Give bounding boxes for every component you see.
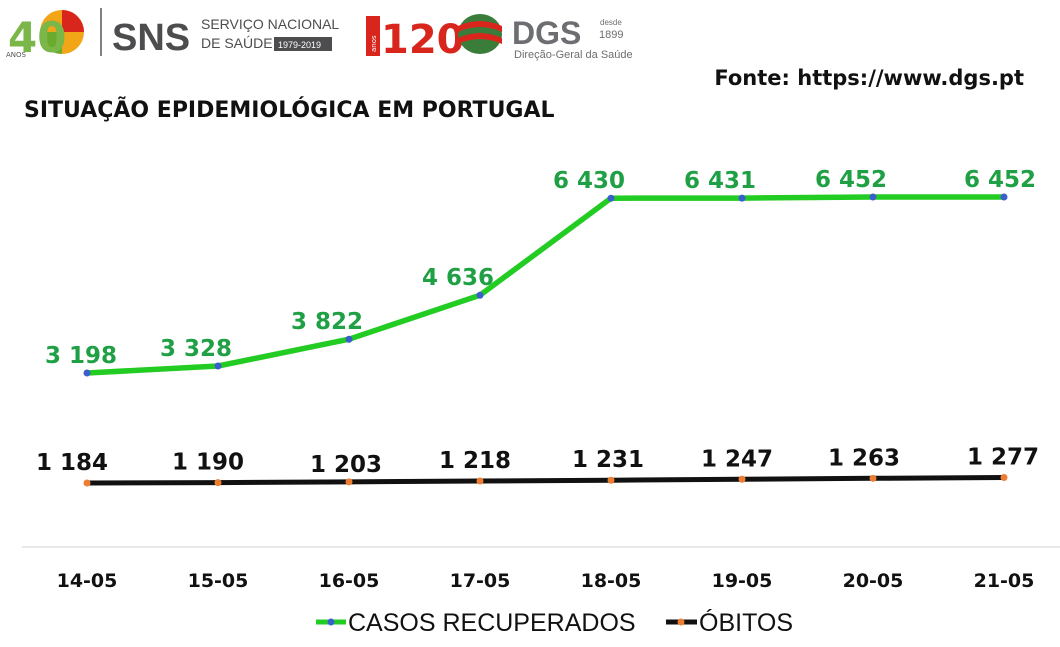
- data-point-obitos: [476, 477, 484, 485]
- data-point-casos-recuperados: [607, 194, 615, 202]
- dgs-full-name: Direção-Geral da Saúde: [514, 49, 633, 61]
- x-tick-label: 18-05: [581, 570, 642, 592]
- sns-line1: SERVIÇO NACIONAL: [201, 16, 339, 32]
- series-line-obitos: [84, 475, 1007, 486]
- data-point-obitos: [345, 478, 353, 486]
- dgs-anos-label: anos: [370, 35, 378, 52]
- data-label-casos-recuperados: 6 430: [553, 168, 625, 194]
- data-point-casos-recuperados: [476, 291, 484, 299]
- x-tick-label: 15-05: [188, 570, 249, 592]
- sns-anos-label: ANOS: [6, 51, 27, 59]
- data-point-obitos: [869, 474, 877, 482]
- data-label-obitos: 1 203: [310, 452, 382, 478]
- header-logos: 40 ANOS SNS SERVIÇO NACIONAL DE SAÚDE 19…: [6, 8, 633, 63]
- data-label-obitos: 1 277: [967, 445, 1039, 471]
- legend-label-casos-recuperados: CASOS RECUPERADOS: [348, 609, 636, 637]
- data-point-casos-recuperados: [738, 194, 746, 202]
- dgs-name: DGS: [512, 15, 581, 51]
- data-point-casos-recuperados: [214, 362, 222, 370]
- data-label-obitos: 1 218: [439, 448, 511, 474]
- dgs-anos-number: 120: [381, 17, 465, 63]
- sns-40-anos-logo: 40 ANOS: [6, 10, 84, 62]
- data-point-casos-recuperados: [1000, 193, 1008, 201]
- data-label-obitos: 1 184: [36, 450, 108, 476]
- x-tick-label: 14-05: [57, 570, 118, 592]
- data-point-obitos: [83, 479, 91, 487]
- data-label-casos-recuperados: 3 198: [45, 343, 117, 369]
- dgs-emblem-icon: [458, 14, 502, 54]
- dgs-year: 1899: [599, 29, 623, 41]
- x-tick-label: 17-05: [450, 570, 511, 592]
- data-point-casos-recuperados: [345, 335, 353, 343]
- data-label-obitos: 1 247: [701, 446, 773, 472]
- dgs-120-anos-logo: anos 120: [366, 16, 465, 63]
- sns-name: SNS: [112, 17, 190, 59]
- data-label-obitos: 1 190: [172, 450, 244, 476]
- legend-label-obitos: ÓBITOS: [699, 608, 793, 637]
- data-label-casos-recuperados: 6 452: [964, 167, 1036, 193]
- data-label-casos-recuperados: 3 822: [291, 309, 363, 335]
- data-point-casos-recuperados: [869, 193, 877, 201]
- sns-years: 1979-2019: [278, 40, 321, 50]
- legend-marker-casos-recuperados: [327, 618, 335, 626]
- data-label-casos-recuperados: 3 328: [160, 336, 232, 362]
- data-point-obitos: [607, 476, 615, 484]
- source-text: Fonte: https://www.dgs.pt: [714, 66, 1024, 90]
- data-label-casos-recuperados: 6 452: [815, 167, 887, 193]
- sns-anos-number: 40: [8, 13, 66, 62]
- series-line-casos-recuperados: [84, 194, 1007, 376]
- data-point-obitos: [214, 479, 222, 487]
- legend-marker-obitos: [677, 618, 685, 626]
- x-tick-label: 19-05: [712, 570, 773, 592]
- data-point-casos-recuperados: [83, 369, 91, 377]
- x-tick-label: 20-05: [843, 570, 904, 592]
- data-point-obitos: [738, 475, 746, 483]
- data-point-obitos: [1000, 474, 1008, 481]
- data-label-casos-recuperados: 6 431: [684, 168, 756, 194]
- x-tick-label: 21-05: [974, 570, 1035, 592]
- data-label-obitos: 1 263: [828, 445, 900, 471]
- sns-line2: DE SAÚDE: [201, 35, 273, 51]
- data-label-obitos: 1 231: [572, 447, 644, 473]
- chart-title: SITUAÇÃO EPIDEMIOLÓGICA EM PORTUGAL: [24, 98, 555, 123]
- data-label-casos-recuperados: 4 636: [422, 265, 494, 291]
- x-tick-label: 16-05: [319, 570, 380, 592]
- dgs-desde: desde: [600, 18, 622, 27]
